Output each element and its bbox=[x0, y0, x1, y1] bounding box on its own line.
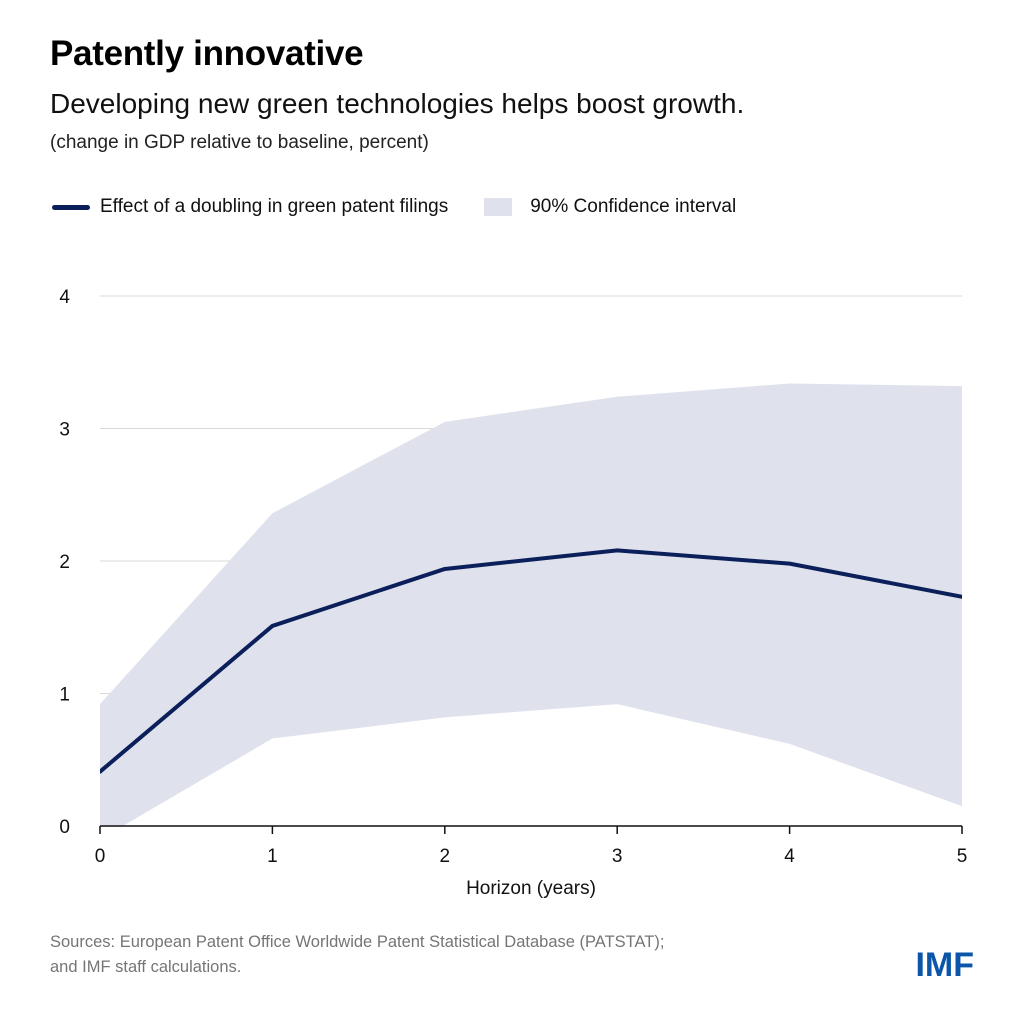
series-line-effect bbox=[100, 548, 962, 774]
source-line-2: and IMF staff calculations. bbox=[50, 958, 242, 976]
source-line-1: Sources: European Patent Office Worldwid… bbox=[50, 933, 665, 951]
chart-subtitle: Developing new green technologies helps … bbox=[50, 88, 745, 119]
y-tick-label-3: 3 bbox=[59, 420, 70, 441]
y-tick-label-4: 4 bbox=[59, 287, 70, 308]
source-note: Sources: European Patent Office Worldwid… bbox=[50, 930, 664, 980]
legend-band-label: 90% Confidence interval bbox=[530, 196, 737, 217]
chart-units: (change in GDP relative to baseline, per… bbox=[50, 132, 429, 153]
legend: Effect of a doubling in green patent fil… bbox=[52, 196, 772, 218]
x-tick-labels: 0 1 2 3 4 5 bbox=[95, 826, 968, 867]
x-tick-label-1: 1 bbox=[267, 846, 278, 867]
y-tick-label-1: 1 bbox=[59, 685, 70, 706]
x-tick-label-2: 2 bbox=[440, 846, 451, 867]
confidence-band bbox=[100, 383, 962, 827]
legend-item-effect: Effect of a doubling in green patent fil… bbox=[52, 196, 448, 218]
x-axis-title: Horizon (years) bbox=[466, 878, 596, 899]
x-tick-label-5: 5 bbox=[957, 846, 968, 867]
legend-item-confidence: 90% Confidence interval bbox=[484, 196, 736, 218]
legend-line-swatch bbox=[52, 204, 90, 210]
legend-line-label: Effect of a doubling in green patent fil… bbox=[100, 196, 449, 217]
x-tick-label-0: 0 bbox=[95, 846, 106, 867]
legend-band-swatch bbox=[484, 198, 513, 216]
y-tick-label-2: 2 bbox=[59, 552, 70, 573]
y-tick-label-0: 0 bbox=[59, 817, 70, 838]
imf-logo: IMF bbox=[915, 946, 974, 984]
x-tick-label-3: 3 bbox=[612, 846, 623, 867]
y-tick-labels: 0 1 2 3 4 bbox=[59, 287, 70, 838]
x-tick-label-4: 4 bbox=[784, 846, 795, 867]
chart-area: 0 1 2 3 4 0 1 2 3 4 5 Horizon (years) bbox=[59, 287, 968, 899]
chart-title: Patently innovative bbox=[50, 34, 364, 73]
